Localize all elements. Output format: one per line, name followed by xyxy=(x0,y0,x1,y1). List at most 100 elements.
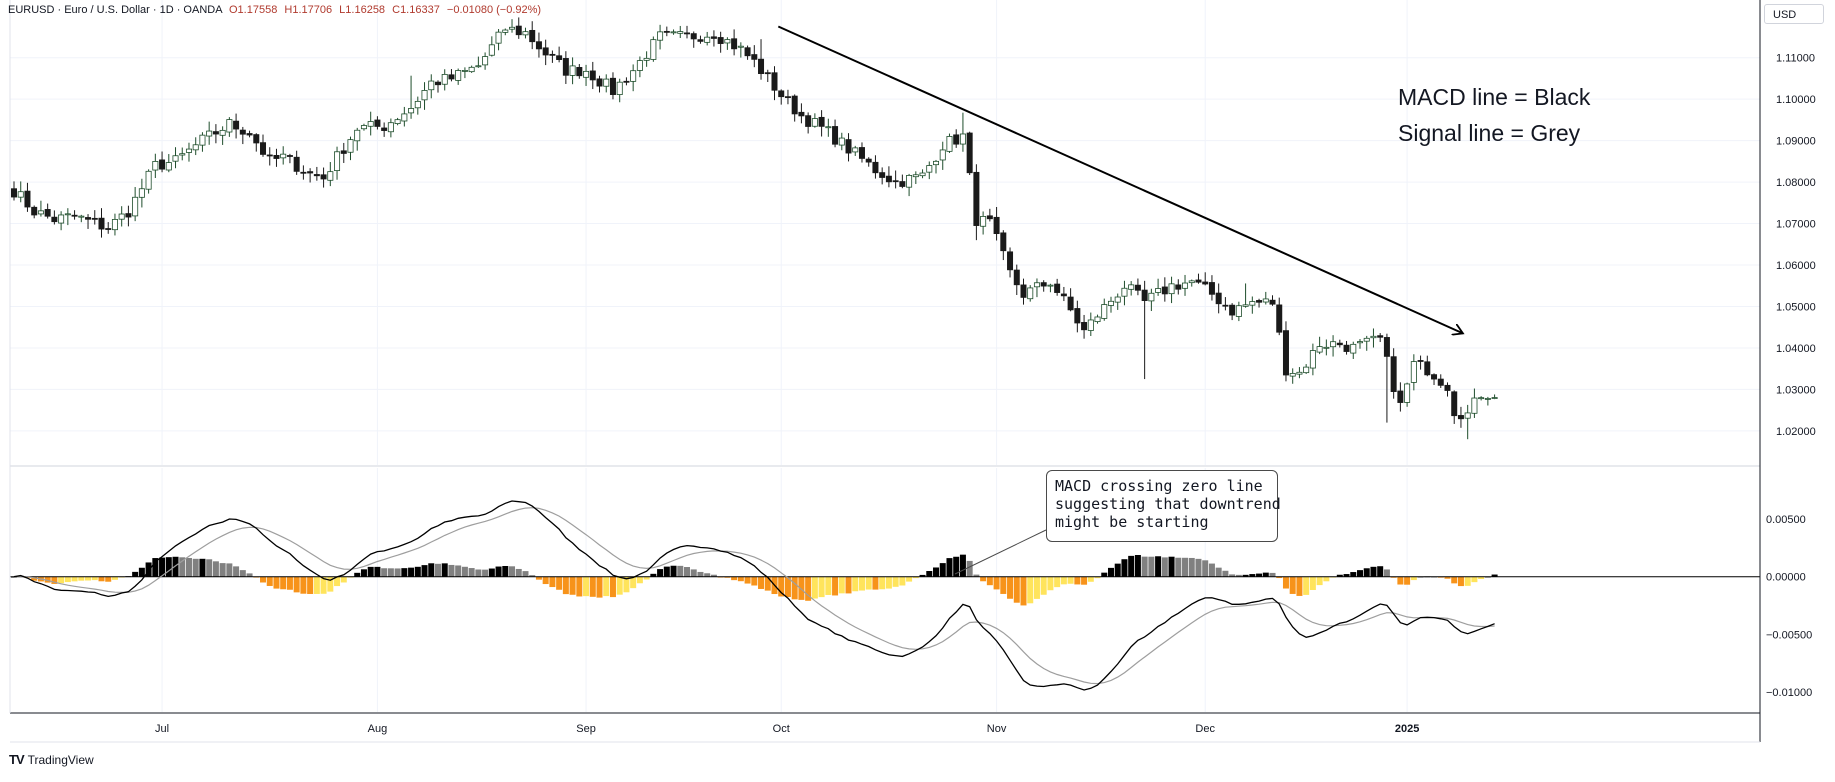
macd-histogram-bar xyxy=(434,563,441,577)
macd-histogram-bar xyxy=(986,576,993,586)
candle-body xyxy=(1128,284,1135,290)
candle-body xyxy=(946,136,953,152)
candle-body xyxy=(1276,304,1283,333)
candle-body xyxy=(1188,280,1195,284)
candle-body xyxy=(704,36,711,43)
macd-histogram-bar xyxy=(71,576,78,582)
candle xyxy=(1027,285,1034,302)
candle-body xyxy=(145,170,152,190)
macd-lines xyxy=(10,500,1760,691)
macd-histogram-bar xyxy=(219,563,226,577)
macd-histogram-bar xyxy=(1148,556,1155,577)
candle xyxy=(980,211,987,235)
change-value: −0.01080 (−0.92%) xyxy=(446,4,542,16)
candle-body xyxy=(293,156,300,172)
candle xyxy=(367,111,374,136)
candle-body xyxy=(885,175,892,183)
macd-histogram-bar xyxy=(185,557,192,577)
candle xyxy=(885,166,892,188)
candle-body xyxy=(690,33,697,40)
candle xyxy=(1309,343,1316,376)
macd-histogram-bar xyxy=(1027,576,1034,604)
currency-selector[interactable]: USD xyxy=(1764,4,1824,24)
candle xyxy=(1451,390,1458,424)
macd-histogram-bar xyxy=(643,576,650,580)
candle xyxy=(919,169,926,179)
candle xyxy=(1289,368,1296,384)
candle xyxy=(569,57,576,85)
candle-body xyxy=(845,139,852,154)
candle-body xyxy=(1390,356,1397,392)
candle-body xyxy=(10,188,17,198)
candle-body xyxy=(825,126,832,129)
candle-body xyxy=(980,216,987,227)
axis-layer: 1.02000 1.03000 1.04000 1.05000 1.06000 1.070… xyxy=(9,0,1816,743)
candle-body xyxy=(1242,304,1249,307)
symbol-label[interactable]: EURUSD · Euro / U.S. Dollar · 1D · OANDA xyxy=(8,4,222,16)
candle-body xyxy=(374,119,381,127)
candle xyxy=(751,45,758,68)
candle-body xyxy=(562,58,569,76)
candle xyxy=(832,119,839,148)
macd-histogram-bar xyxy=(946,558,953,577)
candle-body xyxy=(307,171,314,174)
macd-histogram-bar xyxy=(1289,576,1296,594)
candle xyxy=(926,161,933,180)
candle-body xyxy=(1256,300,1263,303)
candle-body xyxy=(589,70,596,81)
macd-histogram-bar xyxy=(280,576,287,590)
candle xyxy=(98,208,105,238)
candle-body xyxy=(1303,366,1310,374)
candle xyxy=(64,208,71,226)
candle-body xyxy=(744,47,751,57)
candle-body xyxy=(1202,281,1209,285)
candle xyxy=(10,181,17,201)
candle-body xyxy=(1269,299,1276,305)
macd-histogram-bar xyxy=(980,576,987,582)
candle xyxy=(138,178,145,208)
candle-body xyxy=(266,154,273,157)
macd-histogram-bar xyxy=(98,576,105,582)
callout-line-1: MACD crossing zero line xyxy=(1055,477,1263,495)
candle-body xyxy=(219,129,226,136)
macd-histogram-bar xyxy=(724,576,731,578)
macd-histogram-bar xyxy=(145,562,152,577)
candle-body xyxy=(98,217,105,230)
macd-histogram-bar xyxy=(1444,576,1451,579)
macd-histogram-bar xyxy=(495,566,502,577)
tradingview-logo[interactable]: TV TradingView xyxy=(9,752,94,767)
candle xyxy=(300,165,307,180)
candle xyxy=(502,28,509,36)
macd-histogram-bar xyxy=(872,576,879,590)
candle xyxy=(1114,293,1121,310)
macd-histogram-bar xyxy=(239,570,246,577)
candle xyxy=(1060,286,1067,302)
macd-histogram-bar xyxy=(623,576,630,593)
candle-body xyxy=(455,70,462,81)
candle-body xyxy=(569,65,576,76)
time-tick-label: 2025 xyxy=(1395,723,1419,735)
candle-body xyxy=(111,219,118,231)
candle-body xyxy=(206,130,213,137)
candle-body xyxy=(583,70,590,78)
candle xyxy=(206,121,213,145)
macd-histogram-bar xyxy=(206,559,213,577)
macd-histogram-bar xyxy=(165,557,172,577)
price-tick-label: 1.10000 xyxy=(1776,94,1816,106)
candle xyxy=(1094,314,1101,324)
candle-body xyxy=(1047,284,1054,287)
candle-body xyxy=(899,181,906,187)
macd-histogram-bar xyxy=(448,564,455,577)
candle-body xyxy=(118,213,125,220)
macd-histogram-bar xyxy=(1282,576,1289,589)
candle xyxy=(44,203,51,219)
candle xyxy=(704,31,711,46)
candle-body xyxy=(1471,397,1478,414)
candle-body xyxy=(24,190,31,208)
macd-histogram-bar xyxy=(1101,572,1108,577)
candle-body xyxy=(630,70,637,82)
candle-body xyxy=(125,213,132,218)
macd-histogram-bar xyxy=(758,576,765,589)
candle xyxy=(636,56,643,78)
candle-body xyxy=(717,37,724,44)
